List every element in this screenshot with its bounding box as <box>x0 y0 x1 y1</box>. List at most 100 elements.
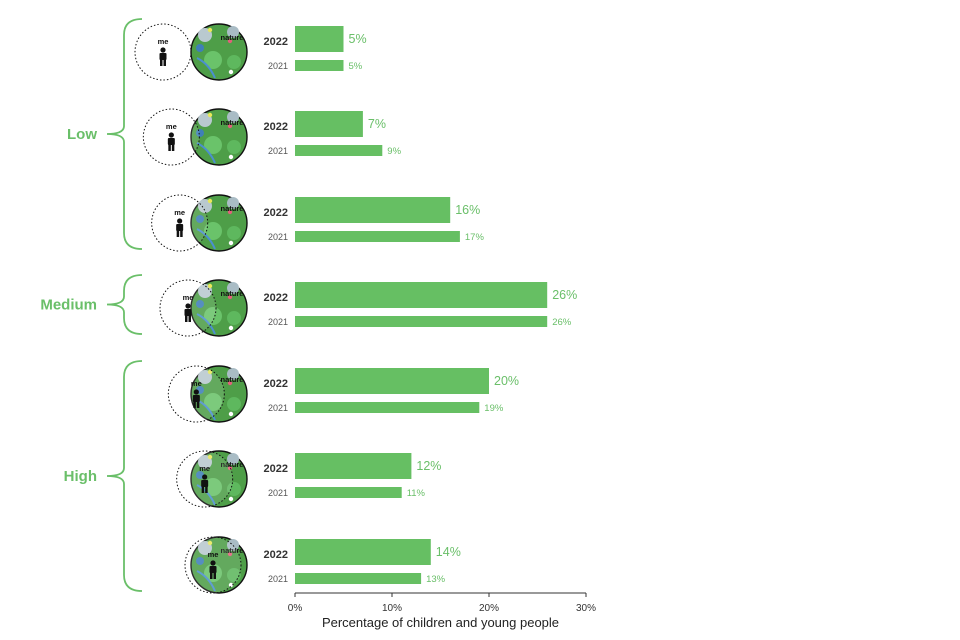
nature-label: nature <box>221 204 244 213</box>
overlap-diagram: nature me <box>167 365 248 423</box>
group-high: High <box>64 360 143 592</box>
row-6: 2022 2021 12% 11% <box>264 453 441 499</box>
nature-label: nature <box>221 546 244 555</box>
nature-label: nature <box>221 289 244 298</box>
nature-circle: nature <box>190 23 248 81</box>
person-icon <box>184 303 192 322</box>
year-2021-label: 2021 <box>268 61 288 71</box>
year-2022-label: 2022 <box>264 121 288 133</box>
row-3: 2022 2021 16% 17% <box>264 197 485 243</box>
me-label: me <box>166 122 177 131</box>
overlap-diagram: nature me <box>151 194 248 252</box>
row-2: 2022 2021 7% 9% <box>264 111 402 157</box>
value-label-2021: 19% <box>484 403 504 414</box>
person-icon <box>201 474 209 493</box>
person-icon <box>167 132 175 151</box>
year-2022-label: 2022 <box>264 207 288 219</box>
me-label: me <box>183 293 194 302</box>
bar-2021 <box>295 573 422 584</box>
me-nature-diagrams: naturemenaturemenaturemenaturemenatureme… <box>134 23 248 594</box>
me-circle: me <box>176 450 234 508</box>
x-axis-title: Percentage of children and young people <box>322 615 559 630</box>
value-label-2022: 14% <box>436 545 461 559</box>
group-low: Low <box>67 18 143 250</box>
value-label-2022: 26% <box>552 288 577 302</box>
year-2021-label: 2021 <box>268 574 288 584</box>
me-circle: me <box>159 279 217 337</box>
value-label-2021: 13% <box>426 574 446 585</box>
person-icon <box>176 218 184 237</box>
row-7: 2022 2021 14% 13% <box>264 539 461 585</box>
tick-label: 10% <box>382 603 402 614</box>
bar-2021 <box>295 402 480 413</box>
nature-label: nature <box>221 33 244 42</box>
row-4: 2022 2021 26% 26% <box>264 282 577 328</box>
bar-2022 <box>295 368 489 394</box>
overlap-diagram: nature me <box>134 23 248 81</box>
bar-2021 <box>295 316 548 327</box>
brace <box>106 360 143 592</box>
year-2021-label: 2021 <box>268 488 288 498</box>
overlap-diagram: nature me <box>176 450 248 508</box>
value-label-2021: 5% <box>349 61 363 72</box>
value-label-2022: 16% <box>455 203 480 217</box>
bar-2021 <box>295 487 402 498</box>
me-label: me <box>158 37 169 46</box>
bar-2022 <box>295 197 451 223</box>
person-icon <box>192 389 200 408</box>
nature-label: nature <box>221 375 244 384</box>
group-label: Low <box>67 126 97 143</box>
bars: 202220215%5%202220217%9%2022202116%17%20… <box>264 26 577 585</box>
year-2022-label: 2022 <box>264 36 288 48</box>
nature-label: nature <box>221 460 244 469</box>
value-label-2022: 20% <box>494 374 519 388</box>
nature-circle: nature <box>190 365 248 423</box>
value-label-2022: 12% <box>416 459 441 473</box>
bar-2021 <box>295 231 460 242</box>
person-icon <box>209 560 217 579</box>
value-label-2022: 7% <box>368 117 386 131</box>
value-label-2022: 5% <box>349 32 367 46</box>
bar-2022 <box>295 539 431 565</box>
year-2022-label: 2022 <box>264 378 288 390</box>
person-icon <box>159 47 167 66</box>
bar-2022 <box>295 453 412 479</box>
year-2022-label: 2022 <box>264 463 288 475</box>
nature-circle: nature <box>190 194 248 252</box>
x-axis: 0% 10% 20% 30% Percentage of children and yo… <box>288 592 596 630</box>
value-label-2021: 26% <box>552 317 572 328</box>
group-label: Medium <box>40 297 97 314</box>
brace <box>106 18 143 250</box>
group-braces: Low Medium High <box>40 18 143 592</box>
bar-2022 <box>295 111 363 137</box>
me-circle: me <box>142 108 200 166</box>
nature-circle: nature <box>190 108 248 166</box>
me-circle: me <box>151 194 209 252</box>
me-label: me <box>191 379 202 388</box>
tick-label: 0% <box>288 603 303 614</box>
group-label: High <box>64 468 97 485</box>
me-circle: me <box>184 536 242 594</box>
year-2021-label: 2021 <box>268 317 288 327</box>
me-label: me <box>199 464 210 473</box>
year-2021-label: 2021 <box>268 232 288 242</box>
year-2022-label: 2022 <box>264 292 288 304</box>
row-1: 2022 2021 5% 5% <box>264 26 367 72</box>
me-circle: me <box>167 365 225 423</box>
year-2022-label: 2022 <box>264 549 288 561</box>
me-circle: me <box>134 23 192 81</box>
tick-label: 30% <box>576 603 596 614</box>
bar-2022 <box>295 26 344 52</box>
overlap-diagram: nature me <box>142 108 248 166</box>
value-label-2021: 17% <box>465 232 485 243</box>
year-2021-label: 2021 <box>268 403 288 413</box>
tick-label: 20% <box>479 603 499 614</box>
row-5: 2022 2021 20% 19% <box>264 368 519 414</box>
bar-2021 <box>295 145 383 156</box>
nature-circle: nature <box>190 279 248 337</box>
value-label-2021: 9% <box>387 146 401 157</box>
year-2021-label: 2021 <box>268 146 288 156</box>
bar-2021 <box>295 60 344 71</box>
